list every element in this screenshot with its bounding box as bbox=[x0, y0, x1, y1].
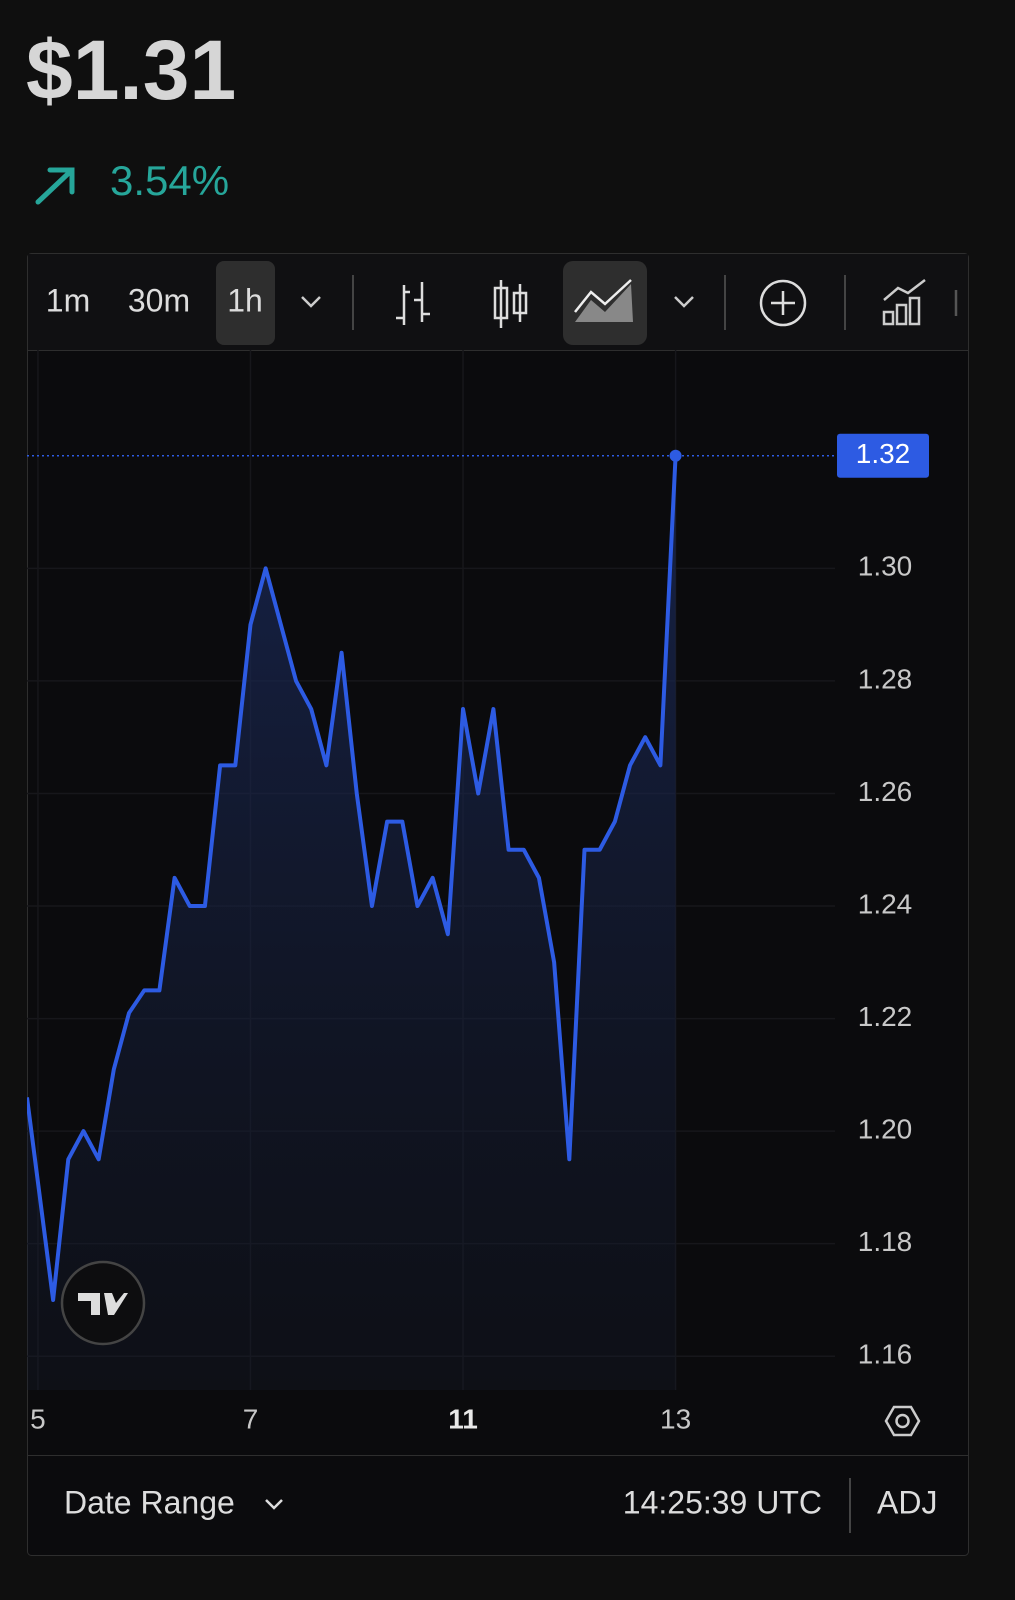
y-tick-label: 1.28 bbox=[858, 663, 913, 694]
price: $1.31 bbox=[26, 23, 236, 117]
area-icon[interactable] bbox=[574, 279, 633, 322]
y-tick-label: 1.30 bbox=[858, 551, 913, 582]
x-tick-label: 7 bbox=[243, 1403, 259, 1434]
date-range-menu[interactable] bbox=[265, 1499, 283, 1510]
interval[interactable]: 1m bbox=[46, 282, 90, 318]
clock: 14:25:39 UTC bbox=[623, 1484, 822, 1520]
date-range[interactable]: Date Range bbox=[64, 1484, 235, 1520]
y-tick-label: 1.22 bbox=[858, 1001, 913, 1032]
adj-toggle[interactable]: ADJ bbox=[877, 1484, 937, 1520]
x-tick-label: 13 bbox=[660, 1403, 691, 1434]
watermark bbox=[60, 1260, 146, 1346]
interval-menu[interactable] bbox=[301, 296, 321, 308]
add-icon[interactable] bbox=[759, 279, 807, 327]
line bbox=[27, 455, 678, 1302]
price-label: 1.32 bbox=[856, 438, 911, 469]
y-tick-label: 1.24 bbox=[858, 888, 913, 919]
settings-icon[interactable] bbox=[884, 1405, 921, 1437]
style-menu[interactable] bbox=[674, 296, 694, 308]
candles-icon[interactable] bbox=[493, 280, 528, 328]
y-tick-label: 1.20 bbox=[858, 1114, 913, 1145]
y-tick-label: 1.16 bbox=[858, 1339, 913, 1370]
bars-icon[interactable] bbox=[396, 282, 430, 325]
area bbox=[27, 455, 676, 1390]
change: 3.54% bbox=[110, 157, 229, 204]
interval[interactable]: 30m bbox=[128, 282, 190, 318]
x-tick-label: 5 bbox=[30, 1403, 46, 1434]
x-tick-label: 11 bbox=[448, 1403, 478, 1434]
price-label-bg bbox=[837, 433, 929, 478]
last-point bbox=[669, 449, 682, 462]
y-tick-label: 1.18 bbox=[858, 1226, 913, 1257]
interval[interactable]: 1h bbox=[227, 282, 263, 318]
settings-icon-dot bbox=[895, 1413, 910, 1429]
y-tick-label: 1.26 bbox=[858, 776, 913, 807]
interval-selected bbox=[216, 261, 275, 345]
toolbar bbox=[28, 254, 968, 350]
up-arrow bbox=[35, 167, 75, 205]
indicators-icon[interactable] bbox=[882, 279, 926, 326]
